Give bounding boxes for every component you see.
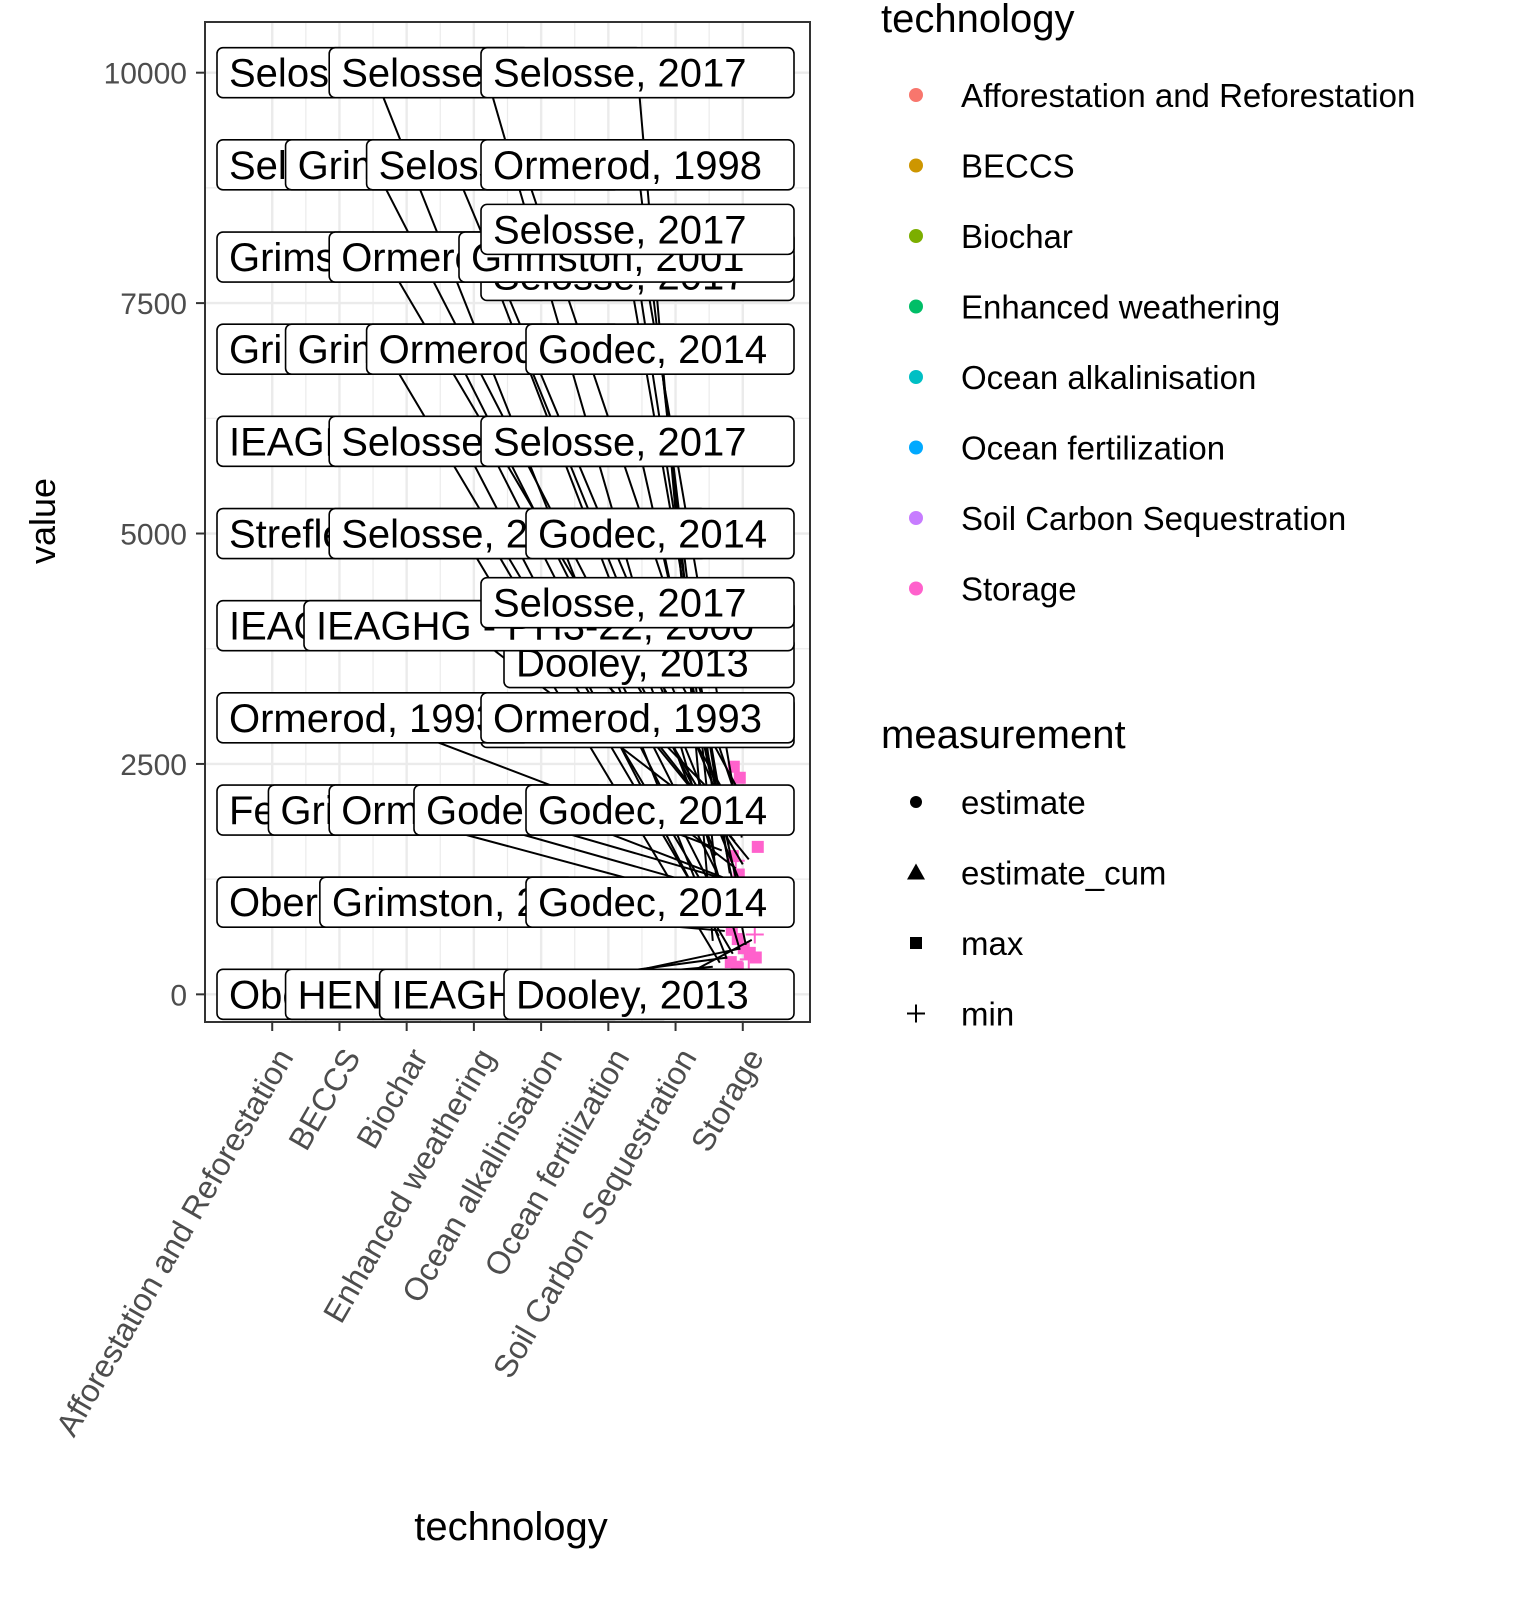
legend-label-measurement: estimate bbox=[961, 784, 1086, 821]
data-label: Ormerod, 1993 bbox=[216, 692, 531, 744]
y-tick-label: 7500 bbox=[120, 288, 187, 321]
data-label-box bbox=[480, 576, 795, 629]
legend-key-technology bbox=[909, 511, 923, 525]
data-label: Selosse, 2017 bbox=[480, 415, 795, 468]
data-label: Godec, 2014 bbox=[525, 784, 795, 836]
data-label-box bbox=[480, 203, 795, 256]
y-tick-label: 5000 bbox=[120, 519, 187, 552]
data-label: Selosse, 2017 bbox=[480, 46, 795, 99]
legend-label-technology: Ocean fertilization bbox=[961, 430, 1225, 467]
data-point bbox=[739, 950, 758, 969]
data-label-text: Godec, 2014 bbox=[538, 328, 767, 372]
data-label-box bbox=[525, 876, 795, 928]
data-label: Godec, 2014 bbox=[525, 507, 795, 560]
data-label: Godec, 2014 bbox=[525, 323, 795, 375]
legend-label-technology: BECCS bbox=[961, 148, 1075, 185]
data-label-text: Selosse, 2017 bbox=[493, 420, 747, 464]
legend-key-technology bbox=[909, 440, 923, 455]
panel-border bbox=[204, 21, 811, 1023]
legend-technology: technology Afforestation and Reforestatio… bbox=[881, 0, 1415, 608]
legend-label-measurement: max bbox=[961, 925, 1024, 962]
data-labels: Oberstein, 2017HENDRIKS, 2004IEAGHG, 200… bbox=[216, 46, 795, 1021]
data-point bbox=[745, 925, 764, 944]
data-label-text: Selosse, 2017 bbox=[493, 208, 747, 252]
legend-key-technology bbox=[909, 370, 923, 384]
legend-key-measurement bbox=[907, 1004, 925, 1023]
y-axis-title: value bbox=[22, 478, 63, 564]
legend-title: measurement bbox=[881, 713, 1126, 757]
legend-label-technology: Enhanced weathering bbox=[961, 289, 1280, 326]
legend-key-technology bbox=[909, 88, 923, 102]
legend-key-technology bbox=[909, 229, 923, 243]
data-label-box bbox=[480, 139, 795, 191]
legend-label-technology: Afforestation and Reforestation bbox=[961, 77, 1415, 114]
data-label: Ormerod, 1993 bbox=[480, 692, 795, 744]
y-tick-label: 10000 bbox=[104, 58, 187, 91]
label-connector bbox=[636, 275, 731, 874]
legend-label-measurement: min bbox=[961, 996, 1014, 1033]
legend-label-technology: Soil Carbon Sequestration bbox=[961, 500, 1346, 537]
data-label-text: Godec, 2014 bbox=[538, 513, 767, 557]
panel-outline bbox=[204, 21, 811, 1023]
legend-key-technology bbox=[909, 299, 923, 314]
data-label-text: Ormerod, 1993 bbox=[493, 697, 762, 741]
legend-key-measurement bbox=[910, 796, 922, 808]
data-point bbox=[749, 951, 762, 964]
data-label-box bbox=[525, 507, 795, 560]
data-label-text: Godec, 2014 bbox=[538, 789, 767, 833]
data-point bbox=[726, 851, 745, 870]
legend-label-technology: Storage bbox=[961, 571, 1077, 608]
x-axis-title: technology bbox=[414, 1505, 607, 1549]
data-label-text: Dooley, 2013 bbox=[516, 973, 749, 1017]
data-point bbox=[751, 840, 764, 853]
legend-key-measurement bbox=[910, 937, 922, 949]
data-label: Godec, 2014 bbox=[525, 876, 795, 928]
data-label-box bbox=[525, 784, 795, 836]
legend-label-measurement: estimate_cum bbox=[961, 855, 1166, 892]
data-label: Dooley, 2013 bbox=[503, 968, 795, 1021]
legend-key-technology bbox=[909, 581, 923, 596]
data-label: Ormerod, 1998 bbox=[480, 139, 795, 191]
data-label-text: Selosse, 2017 bbox=[493, 582, 747, 626]
data-label: Selosse, 2017 bbox=[480, 576, 795, 629]
data-point bbox=[733, 771, 746, 784]
data-label-box bbox=[480, 692, 795, 744]
data-label-box bbox=[480, 46, 795, 99]
data-label-box bbox=[525, 323, 795, 375]
legend-label-technology: Biochar bbox=[961, 218, 1073, 255]
data-label-box bbox=[480, 415, 795, 468]
y-tick-label: 2500 bbox=[120, 749, 187, 782]
legend-key-technology bbox=[909, 158, 923, 173]
data-label-text: Selosse, 2017 bbox=[493, 52, 747, 96]
legend-key-measurement bbox=[907, 863, 925, 880]
y-axis: 0 2500 5000 7500 10000 bbox=[104, 58, 205, 1012]
legend-title: technology bbox=[881, 0, 1074, 41]
data-label: Selosse, 2017 bbox=[480, 203, 795, 256]
y-tick-label: 0 bbox=[170, 979, 187, 1012]
data-label-text: Ormerod, 1993 bbox=[229, 697, 498, 741]
data-label-box bbox=[503, 968, 795, 1021]
data-label-text: Godec, 2014 bbox=[538, 881, 767, 925]
data-label-text: Ormerod, 1998 bbox=[493, 144, 762, 188]
legend-label-technology: Ocean alkalinisation bbox=[961, 359, 1256, 396]
